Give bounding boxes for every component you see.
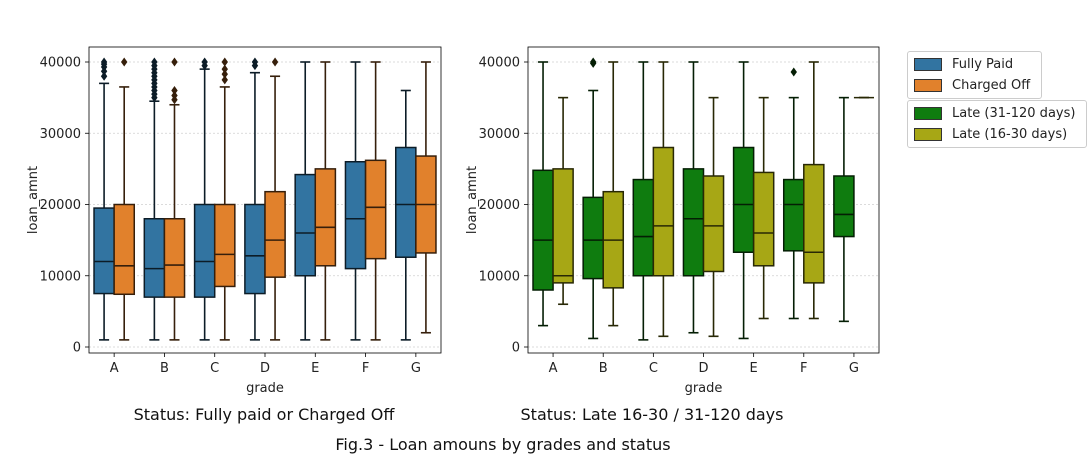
box-body: [213, 203, 236, 288]
caption-left: Status: Fully paid or Charged Off: [133, 405, 395, 424]
legend-item-fully-paid: Fully Paid: [914, 54, 1035, 75]
legend-swatch: [914, 107, 942, 120]
legend-item-late-16-30: Late (16-30 days): [914, 124, 1080, 145]
x-tick-label: F: [362, 361, 369, 376]
y-tick-label: 0: [512, 341, 520, 356]
box-body: [113, 203, 136, 296]
box-outlier: [251, 57, 259, 67]
box-body: [264, 190, 286, 278]
box-outlier: [100, 57, 108, 67]
box-outlier: [121, 57, 128, 67]
box-body: [344, 161, 367, 270]
x-tick-label: G: [411, 361, 421, 376]
figure-title: Fig.3 - Loan amouns by grades and status: [335, 435, 671, 454]
x-tick-label: E: [311, 361, 319, 376]
legend-label: Late (31-120 days): [952, 106, 1076, 121]
legend-swatch: [914, 128, 942, 141]
box-body: [394, 146, 417, 258]
box-outlier: [221, 75, 228, 85]
box-body: [582, 196, 604, 280]
y-tick-label: 0: [73, 341, 81, 356]
x-tick-label: C: [210, 361, 219, 376]
box-outlier: [151, 57, 158, 67]
y-tick-label: 10000: [40, 269, 81, 284]
box-body: [314, 168, 337, 267]
legend-label: Late (16-30 days): [952, 127, 1068, 142]
box-body: [833, 175, 855, 238]
box-body: [652, 146, 675, 277]
y-axis-label: loan_amnt: [465, 166, 480, 234]
box-body: [682, 168, 705, 277]
y-tick-label: 20000: [40, 198, 81, 213]
box-body: [163, 218, 186, 298]
box-outlier: [271, 57, 279, 67]
y-tick-label: 10000: [479, 269, 520, 284]
box-outlier: [589, 57, 597, 67]
box-outlier: [171, 57, 178, 67]
legend-label: Charged Off: [952, 78, 1031, 93]
y-tick-label: 20000: [479, 198, 520, 213]
x-tick-label: E: [750, 361, 758, 376]
box-body: [632, 178, 655, 277]
legend-swatch: [914, 58, 942, 71]
y-tick-label: 40000: [479, 56, 520, 71]
box-body: [552, 168, 574, 284]
box-body: [193, 203, 216, 298]
y-tick-label: 40000: [40, 56, 81, 71]
box-outlier: [221, 57, 228, 67]
box-body: [364, 159, 387, 260]
x-tick-label: D: [698, 361, 708, 376]
x-axis-label: grade: [685, 381, 723, 396]
x-tick-label: A: [110, 361, 119, 376]
box-body: [702, 175, 725, 273]
box-outlier: [221, 64, 228, 74]
box-body: [93, 207, 115, 295]
x-tick-label: G: [849, 361, 859, 376]
legend-late: Late (31-120 days) Late (16-30 days): [907, 100, 1087, 148]
box-outlier: [201, 57, 208, 67]
box-body: [732, 146, 755, 253]
box-body: [143, 218, 166, 298]
x-tick-label: F: [800, 361, 807, 376]
box-body: [294, 173, 317, 277]
caption-right: Status: Late 16-30 / 31-120 days: [520, 405, 784, 424]
x-tick-label: D: [260, 361, 270, 376]
box-body: [244, 203, 266, 295]
legend-label: Fully Paid: [952, 57, 1014, 72]
box-body: [782, 178, 805, 252]
legend-status: Fully Paid Charged Off: [907, 51, 1042, 99]
legend-item-late-31-120: Late (31-120 days): [914, 103, 1080, 124]
box-outlier: [171, 86, 178, 95]
legend-swatch: [914, 79, 942, 92]
box-body: [752, 171, 775, 267]
box-outlier: [221, 69, 228, 79]
x-axis-label: grade: [246, 381, 284, 396]
x-tick-label: B: [599, 361, 608, 376]
box-outlier: [100, 71, 108, 81]
y-tick-label: 30000: [479, 127, 520, 142]
x-tick-label: A: [549, 361, 558, 376]
x-tick-label: B: [160, 361, 169, 376]
y-tick-label: 30000: [40, 127, 81, 142]
box-outlier: [790, 67, 797, 77]
box-body: [803, 163, 825, 284]
box-outlier: [171, 90, 178, 100]
x-tick-label: C: [649, 361, 658, 376]
y-axis-label: loan_amnt: [26, 166, 41, 234]
box-body: [532, 169, 554, 291]
legend-item-charged-off: Charged Off: [914, 75, 1035, 96]
